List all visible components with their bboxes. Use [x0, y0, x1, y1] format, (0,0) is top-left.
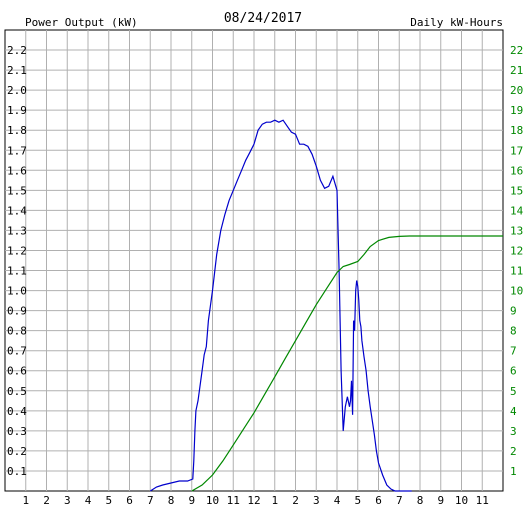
x-tick-label: 9	[188, 494, 195, 507]
x-tick-label: 10	[206, 494, 219, 507]
left-tick-label: 1.2	[7, 244, 27, 257]
left-tick-label: 2.1	[7, 64, 27, 77]
x-tick-label: 12	[247, 494, 260, 507]
right-tick-label: 22	[510, 44, 523, 57]
right-tick-label: 13	[510, 224, 523, 237]
right-tick-label: 8	[510, 325, 517, 338]
left-tick-label: 1.3	[7, 224, 27, 237]
left-tick-label: 0.1	[7, 465, 27, 478]
x-tick-label: 2	[292, 494, 299, 507]
right-tick-label: 3	[510, 425, 517, 438]
left-tick-label: 1.5	[7, 184, 27, 197]
left-tick-label: 0.9	[7, 305, 27, 318]
right-tick-label: 7	[510, 345, 517, 358]
x-tick-label: 11	[227, 494, 240, 507]
left-axis-label: Power Output (kW)	[25, 16, 138, 29]
x-tick-label: 7	[396, 494, 403, 507]
power-output-line	[149, 119, 412, 492]
x-tick-label: 11	[476, 494, 489, 507]
right-tick-label: 14	[510, 204, 524, 217]
daily-kwh-line	[191, 235, 503, 492]
x-tick-label: 3	[313, 494, 320, 507]
left-tick-label: 1.7	[7, 144, 27, 157]
right-tick-label: 19	[510, 104, 523, 117]
x-tick-label: 8	[168, 494, 175, 507]
right-tick-label: 1	[510, 465, 517, 478]
x-tick-label: 1	[22, 494, 29, 507]
x-tick-label: 4	[85, 494, 92, 507]
left-tick-label: 1.1	[7, 265, 27, 278]
left-tick-label: 0.3	[7, 425, 27, 438]
left-tick-label: 1.9	[7, 104, 27, 117]
left-tick-label: 1.8	[7, 124, 27, 137]
chart-title: 08/24/2017	[224, 11, 302, 26]
left-tick-label: 0.6	[7, 365, 27, 378]
x-tick-label: 6	[375, 494, 382, 507]
left-tick-label: 0.4	[7, 405, 27, 418]
right-tick-label: 2	[510, 445, 517, 458]
left-tick-label: 0.8	[7, 325, 27, 338]
right-tick-label: 16	[510, 164, 523, 177]
right-tick-label: 6	[510, 365, 517, 378]
x-tick-label: 2	[43, 494, 50, 507]
x-tick-label: 9	[437, 494, 444, 507]
left-tick-label: 1.4	[7, 204, 27, 217]
right-axis-label: Daily kW-Hours	[410, 16, 503, 29]
right-tick-label: 15	[510, 184, 523, 197]
right-tick-label: 12	[510, 244, 523, 257]
x-tick-label: 4	[334, 494, 341, 507]
x-tick-label: 8	[417, 494, 424, 507]
right-tick-label: 20	[510, 84, 523, 97]
x-tick-label: 10	[455, 494, 468, 507]
left-tick-label: 0.7	[7, 345, 27, 358]
left-tick-label: 0.2	[7, 445, 27, 458]
x-tick-label: 5	[354, 494, 361, 507]
left-tick-label: 1.0	[7, 285, 27, 298]
grid	[4, 29, 504, 492]
right-tick-label: 21	[510, 64, 523, 77]
right-tick-label: 5	[510, 385, 517, 398]
right-tick-label: 18	[510, 124, 523, 137]
left-tick-label: 2.2	[7, 44, 27, 57]
x-tick-label: 6	[126, 494, 133, 507]
right-tick-label: 10	[510, 285, 523, 298]
series-lines	[149, 119, 503, 492]
right-tick-label: 17	[510, 144, 523, 157]
x-tick-label: 3	[64, 494, 71, 507]
left-tick-label: 1.6	[7, 164, 27, 177]
right-tick-label: 11	[510, 265, 523, 278]
right-tick-label: 4	[510, 405, 517, 418]
right-tick-label: 9	[510, 305, 517, 318]
x-tick-label: 7	[147, 494, 154, 507]
x-tick-label: 1	[271, 494, 278, 507]
left-tick-label: 2.0	[7, 84, 27, 97]
tick-labels: 0.1 0.2 0.3 0.4 0.5 0.6 0.7 0.8 0.9 1.0 1.1 1.2 1.3 1…	[7, 44, 524, 507]
left-tick-label: 0.5	[7, 385, 27, 398]
x-tick-label: 5	[105, 494, 112, 507]
